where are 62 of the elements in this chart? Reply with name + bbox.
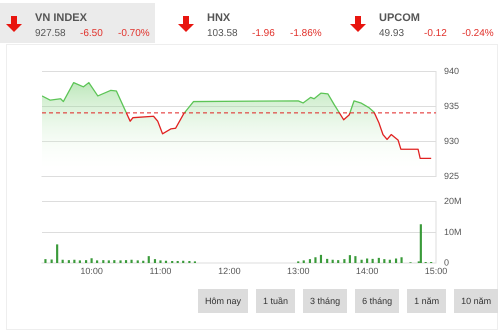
- bar: [85, 260, 88, 264]
- range-button[interactable]: 10 năm: [454, 289, 498, 313]
- bar: [378, 258, 380, 264]
- bar: [108, 260, 110, 264]
- y-tick-label: 20M: [444, 196, 462, 206]
- bar: [348, 255, 351, 264]
- text: -1.86%: [290, 28, 322, 39]
- text: UPCOM: [379, 12, 420, 24]
- bar: [308, 259, 312, 264]
- x-tick-label: 14:00: [356, 266, 378, 276]
- bar: [366, 258, 368, 264]
- y-tick-label: 925: [444, 171, 460, 182]
- bar: [148, 256, 150, 264]
- bar: [314, 257, 317, 264]
- text: 927.58: [35, 28, 66, 39]
- bar: [142, 260, 144, 264]
- bar: [320, 254, 322, 264]
- bar: [420, 224, 422, 264]
- bar: [182, 260, 184, 264]
- y-tick-label: 10M: [444, 226, 462, 237]
- range-button[interactable]: 1 năm: [407, 289, 446, 313]
- bar: [343, 259, 346, 264]
- x-tick-label: 12:00: [218, 266, 241, 276]
- text: -0.12: [424, 28, 447, 39]
- range-button[interactable]: 1 tuần: [256, 289, 296, 313]
- x-tick-label: 10:00: [80, 266, 103, 276]
- bar: [90, 258, 93, 264]
- bar: [337, 260, 340, 264]
- bar: [383, 259, 386, 264]
- text: HNX: [207, 12, 230, 24]
- bar: [332, 260, 334, 264]
- y-tick-label: 0: [444, 258, 450, 268]
- range-button[interactable]: 3 tháng: [303, 289, 348, 313]
- text: 49.93: [379, 28, 404, 39]
- bar: [68, 260, 70, 264]
- bar: [154, 259, 156, 264]
- text: -1.96: [252, 28, 275, 39]
- bar: [136, 260, 139, 264]
- text: 103.58: [207, 28, 238, 39]
- bar: [302, 260, 305, 264]
- bar: [124, 260, 128, 264]
- range-button[interactable]: 6 tháng: [355, 289, 400, 313]
- bar: [56, 244, 58, 264]
- y-tick-label: 930: [444, 136, 460, 146]
- x-tick-label: 15:00: [424, 266, 448, 276]
- bar: [113, 260, 116, 264]
- y-tick-label: 940: [444, 66, 460, 76]
- bar: [354, 256, 356, 264]
- range-button[interactable]: Hôm nay: [198, 289, 248, 313]
- y-tick-label: 935: [444, 100, 460, 111]
- text: -0.24%: [462, 28, 494, 39]
- bar: [50, 259, 53, 264]
- text: -0.70%: [118, 28, 150, 39]
- text: VN INDEX: [35, 12, 87, 24]
- bar: [44, 259, 47, 264]
- bar: [400, 257, 403, 264]
- bar: [394, 258, 398, 264]
- bar: [164, 260, 168, 264]
- x-tick-label: 11:00: [150, 266, 172, 276]
- x-tick-label: 13:00: [286, 266, 310, 276]
- text: -6.50: [80, 28, 103, 39]
- bar: [102, 260, 104, 264]
